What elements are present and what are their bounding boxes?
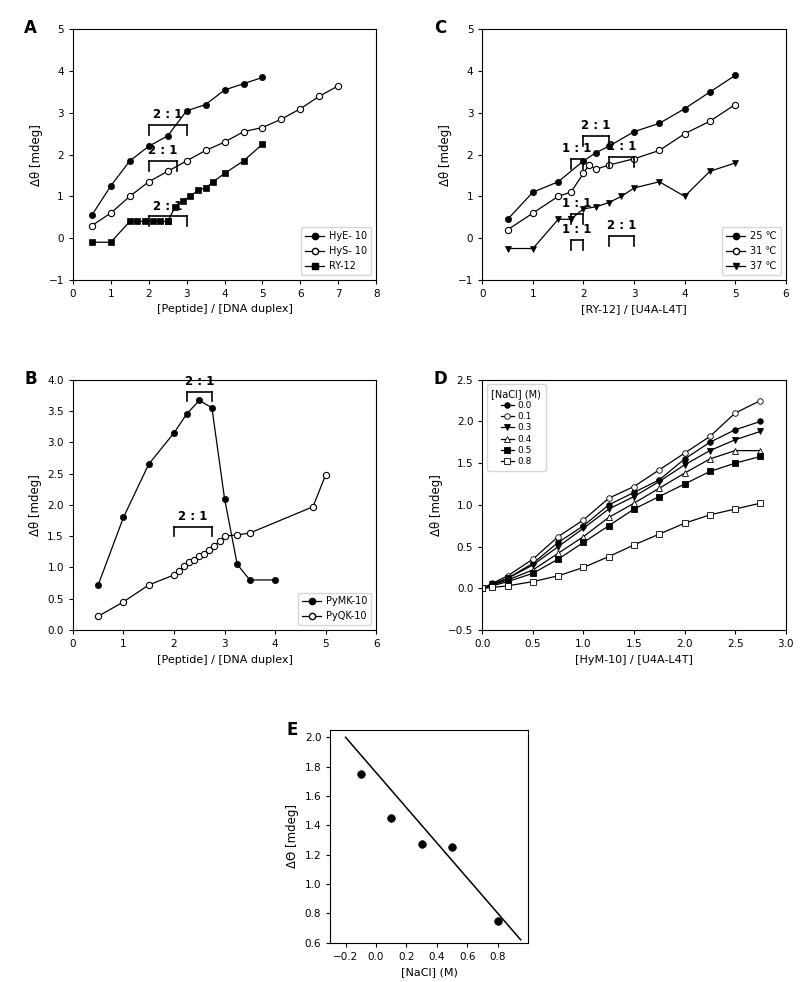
Text: 2 : 1: 2 : 1 — [185, 375, 214, 389]
Text: 1 : 1: 1 : 1 — [562, 142, 592, 155]
Legend: PyMK-10, PyQK-10: PyMK-10, PyQK-10 — [298, 592, 371, 626]
Text: 2 : 1: 2 : 1 — [582, 119, 611, 133]
Y-axis label: Δθ [mdeg]: Δθ [mdeg] — [439, 124, 453, 186]
X-axis label: [RY-12] / [U4A-L4T]: [RY-12] / [U4A-L4T] — [581, 304, 687, 314]
Text: E: E — [287, 722, 298, 739]
X-axis label: [NaCl] (M): [NaCl] (M) — [401, 967, 458, 977]
Text: C: C — [434, 20, 446, 37]
Y-axis label: Δθ [mdeg]: Δθ [mdeg] — [30, 124, 43, 186]
Y-axis label: ΔΘ [mdeg]: ΔΘ [mdeg] — [286, 804, 299, 868]
Text: 2 : 1: 2 : 1 — [148, 144, 177, 157]
Y-axis label: Δθ [mdeg]: Δθ [mdeg] — [28, 474, 41, 536]
Text: B: B — [24, 369, 37, 388]
X-axis label: [HyM-10] / [U4A-L4T]: [HyM-10] / [U4A-L4T] — [575, 655, 693, 665]
Text: 2 : 1: 2 : 1 — [178, 510, 207, 523]
Y-axis label: Δθ [mdeg]: Δθ [mdeg] — [429, 474, 442, 536]
Legend: 0.0, 0.1, 0.3, 0.4, 0.5, 0.8: 0.0, 0.1, 0.3, 0.4, 0.5, 0.8 — [487, 384, 546, 470]
Text: 1 : 1: 1 : 1 — [562, 197, 592, 210]
Text: D: D — [434, 369, 448, 388]
Text: 2 : 1: 2 : 1 — [607, 140, 636, 153]
Text: A: A — [24, 20, 37, 37]
Legend: HyE- 10, HyS- 10, RY-12: HyE- 10, HyS- 10, RY-12 — [301, 228, 371, 275]
Legend: 25 ℃, 31 ℃, 37 ℃: 25 ℃, 31 ℃, 37 ℃ — [723, 228, 781, 275]
Text: 2 : 1: 2 : 1 — [153, 108, 182, 121]
Text: 2 : 1: 2 : 1 — [607, 219, 636, 232]
X-axis label: [Peptide] / [DNA duplex]: [Peptide] / [DNA duplex] — [156, 655, 292, 665]
Text: 1 : 1: 1 : 1 — [562, 224, 592, 237]
X-axis label: [Peptide] / [DNA duplex]: [Peptide] / [DNA duplex] — [156, 304, 292, 314]
Text: 2 : 1: 2 : 1 — [153, 199, 182, 213]
